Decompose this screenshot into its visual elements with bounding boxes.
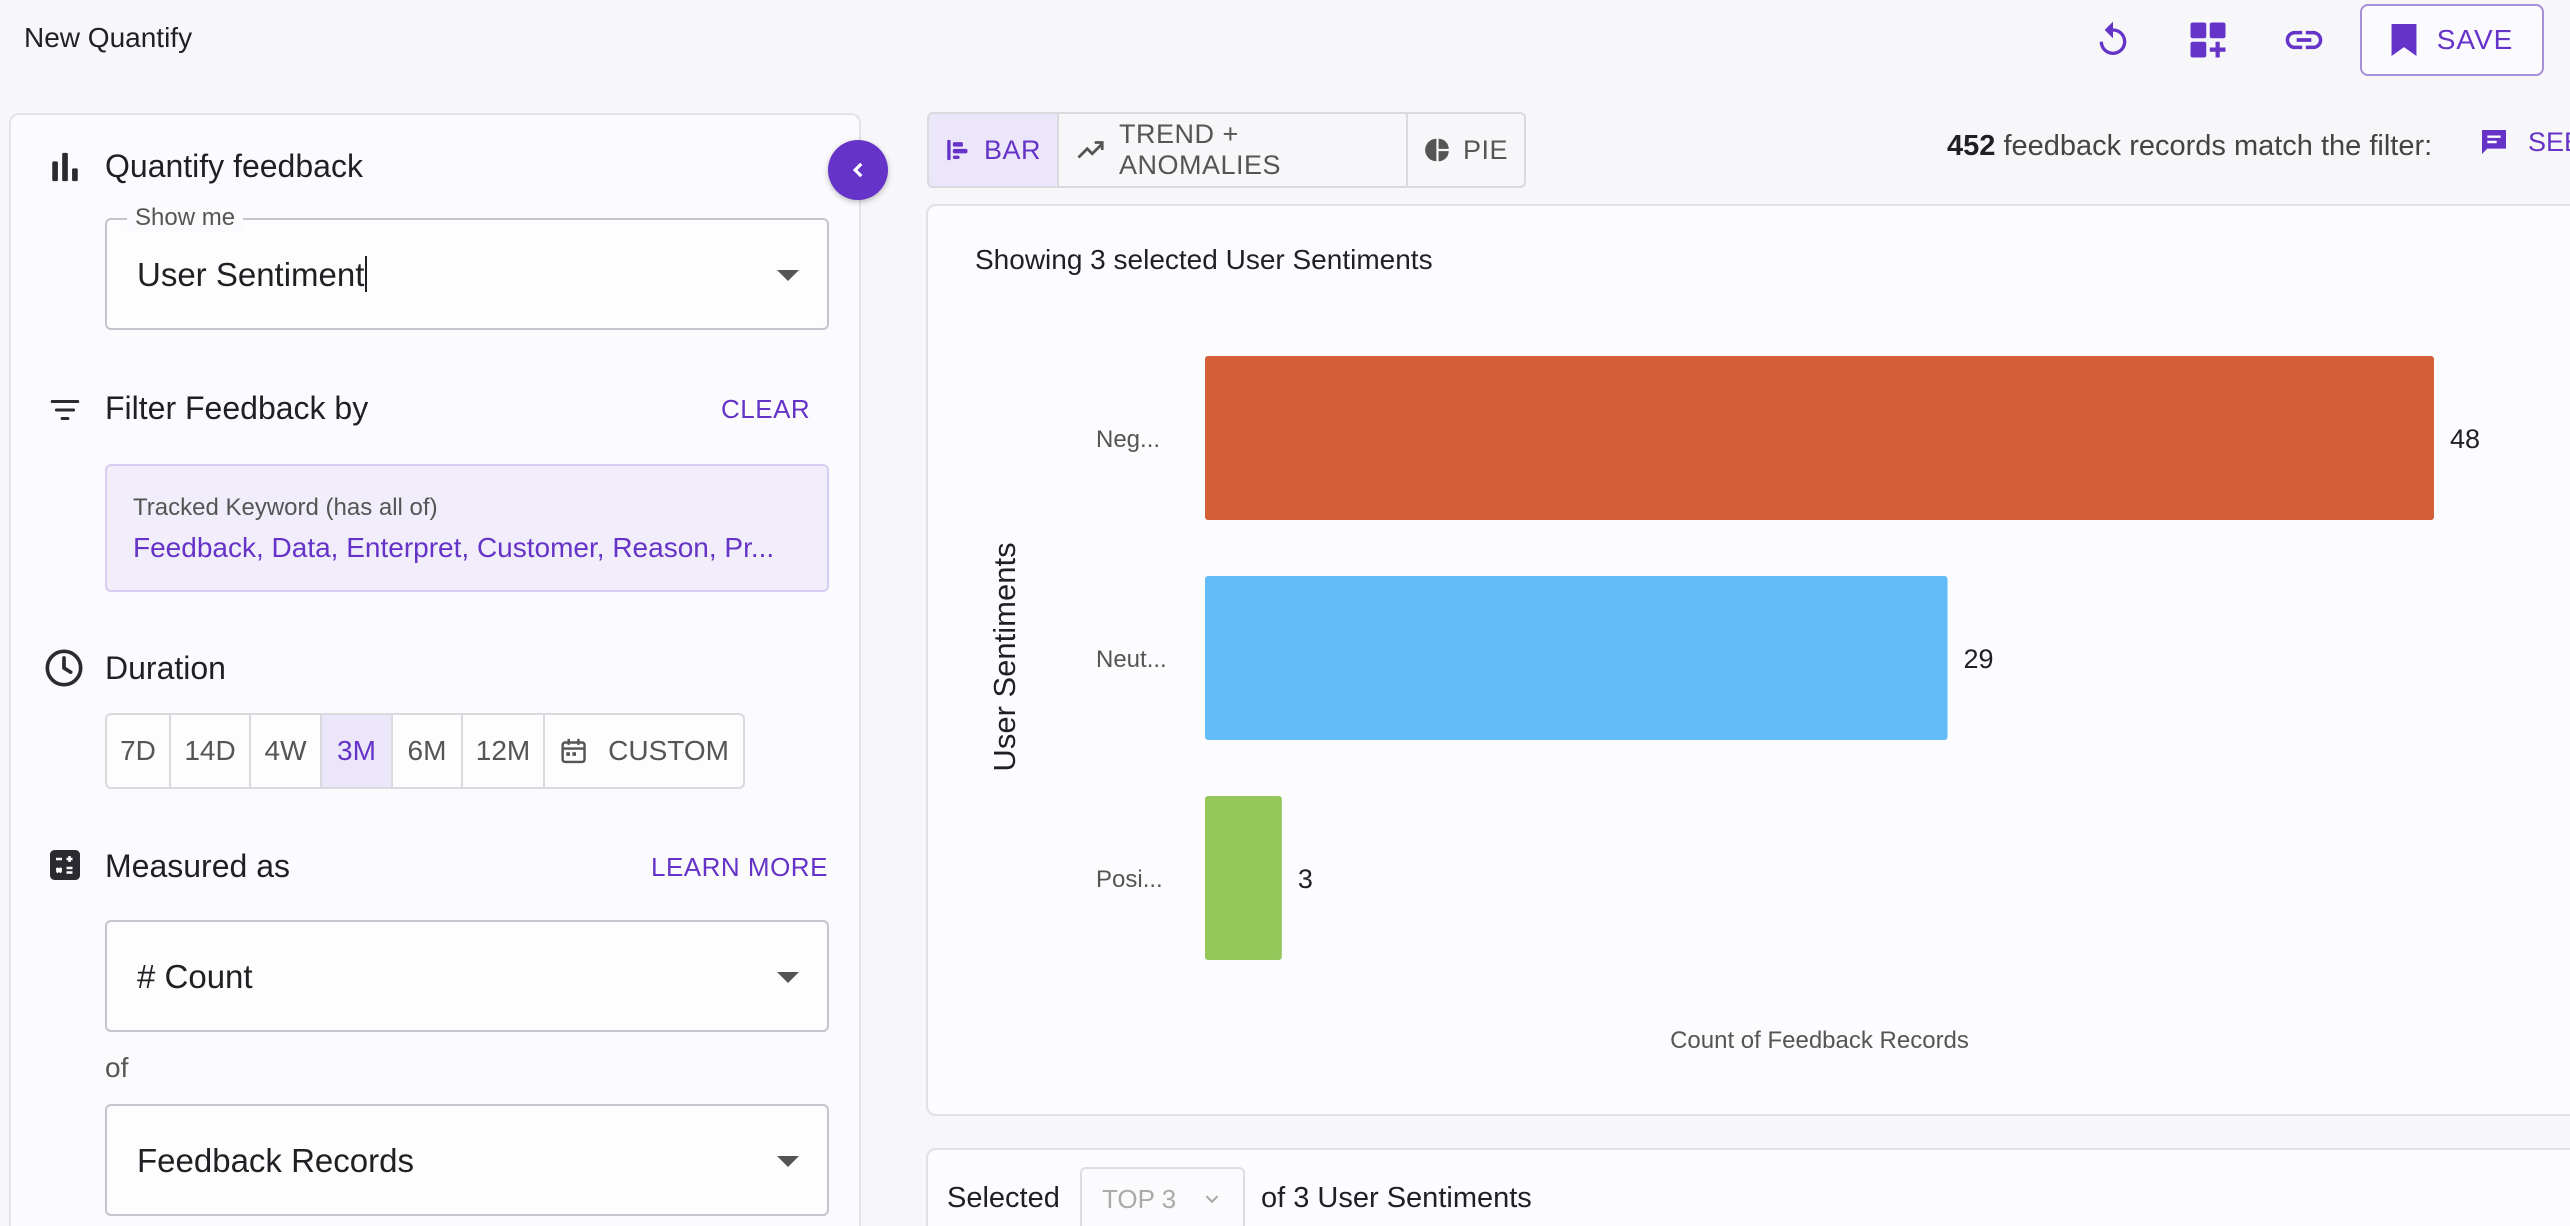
y-axis-title: User Sentiments	[987, 542, 1022, 771]
value-label: 29	[1964, 644, 1994, 674]
chart-type-tabs: BAR TREND + ANOMALIES PIE	[927, 112, 1526, 188]
pie-chart-icon	[1425, 138, 1449, 162]
duration-custom[interactable]: CUSTOM	[545, 715, 743, 787]
link-icon[interactable]	[2274, 14, 2334, 66]
calculator-icon	[45, 845, 85, 885]
bar-chart-horizontal-icon	[947, 139, 968, 161]
match-count: 452	[1947, 130, 1996, 162]
duration-3m[interactable]: 3M	[322, 715, 393, 787]
save-button[interactable]: SAVE	[2360, 4, 2544, 76]
match-label: feedback records match the filter:	[1995, 130, 2433, 162]
collapse-panel-button[interactable]	[828, 140, 888, 200]
show-me-select[interactable]: Show me User Sentiment	[105, 204, 829, 330]
duration-4w[interactable]: 4W	[251, 715, 322, 787]
metric-select[interactable]: # Count	[105, 920, 829, 1032]
selection-tail: of 3 User Sentiments	[1261, 1182, 1532, 1214]
trend-up-icon	[1077, 141, 1104, 159]
clock-icon	[44, 648, 84, 688]
filter-chip[interactable]: Tracked Keyword (has all of) Feedback, D…	[105, 464, 829, 592]
filter-icon	[45, 390, 85, 430]
comment-icon	[2482, 130, 2506, 154]
tab-pie-label: PIE	[1462, 134, 1508, 165]
filter-keyword-label: Tracked Keyword (has all of)	[133, 494, 438, 521]
value-label: 48	[2450, 424, 2480, 454]
top-n-dropdown[interactable]: TOP 3	[1080, 1167, 1245, 1226]
of-label: of	[105, 1052, 129, 1083]
bar-2	[1205, 576, 1948, 740]
tab-bar-label: BAR	[983, 134, 1041, 165]
tab-trend-anomalies[interactable]: TREND + ANOMALIES	[1059, 114, 1408, 186]
bar-1	[1205, 356, 2434, 520]
filter-title: Filter Feedback by	[105, 390, 369, 426]
see-feedback-link[interactable]: SEE	[2478, 126, 2570, 158]
measured-title: Measured as	[105, 848, 290, 884]
see-label: SEE	[2528, 126, 2570, 157]
chevron-left-icon	[852, 162, 863, 178]
bookmark-icon	[2391, 24, 2417, 56]
value-label: 3	[1298, 864, 1313, 894]
show-me-value: User Sentiment	[137, 256, 368, 294]
add-to-dashboard-icon[interactable]	[2178, 14, 2238, 66]
match-count-text: 452 feedback records match the filter:	[1947, 130, 2432, 163]
custom-label: CUSTOM	[608, 735, 729, 766]
duration-toggle-group: 7D 14D 4W 3M 6M 12M CUSTOM	[105, 713, 745, 789]
caret-down-icon	[777, 972, 799, 983]
show-me-label: Show me	[127, 204, 244, 232]
duration-7d[interactable]: 7D	[107, 715, 171, 787]
bar-chart: Neg... 48 Neut... 29 Posi... 3 Count of Feedba…	[987, 356, 2480, 1054]
selection-label: Selected	[947, 1182, 1060, 1214]
bar-3	[1205, 796, 1282, 960]
duration-6m[interactable]: 6M	[393, 715, 463, 787]
caret-down-icon	[777, 270, 799, 281]
chart-heading: Showing 3 selected User Sentiments	[975, 244, 1433, 275]
tab-trend-label: TREND + ANOMALIES	[1118, 119, 1282, 180]
filter-keyword-values: Feedback, Data, Enterpret, Customer, Rea…	[133, 532, 775, 563]
category-label: Posi...	[1096, 866, 1163, 893]
bar-chart-icon	[45, 147, 85, 187]
tab-pie[interactable]: PIE	[1408, 114, 1524, 186]
duration-14d[interactable]: 14D	[171, 715, 251, 787]
calendar-icon	[561, 738, 586, 764]
clear-filter-button[interactable]: CLEAR	[721, 394, 811, 424]
top-n-value: TOP 3	[1102, 1183, 1177, 1214]
duration-12m[interactable]: 12M	[463, 715, 545, 787]
tab-bar[interactable]: BAR	[929, 114, 1059, 186]
save-label: SAVE	[2436, 24, 2514, 55]
x-axis-title: Count of Feedback Records	[1670, 1027, 1969, 1054]
category-label: Neg...	[1096, 426, 1160, 453]
category-label: Neut...	[1096, 646, 1167, 673]
quantify-title: Quantify feedback	[105, 148, 363, 184]
duration-title: Duration	[105, 650, 226, 686]
metric-value: # Count	[137, 958, 253, 995]
source-select[interactable]: Feedback Records	[105, 1104, 829, 1216]
chevron-down-icon	[1205, 1195, 1219, 1204]
app-title: New Quantify	[24, 22, 193, 53]
learn-more-link[interactable]: LEARN MORE	[651, 852, 828, 882]
source-value: Feedback Records	[137, 1142, 414, 1179]
reset-icon[interactable]	[2083, 14, 2143, 66]
caret-down-icon	[777, 1156, 799, 1167]
